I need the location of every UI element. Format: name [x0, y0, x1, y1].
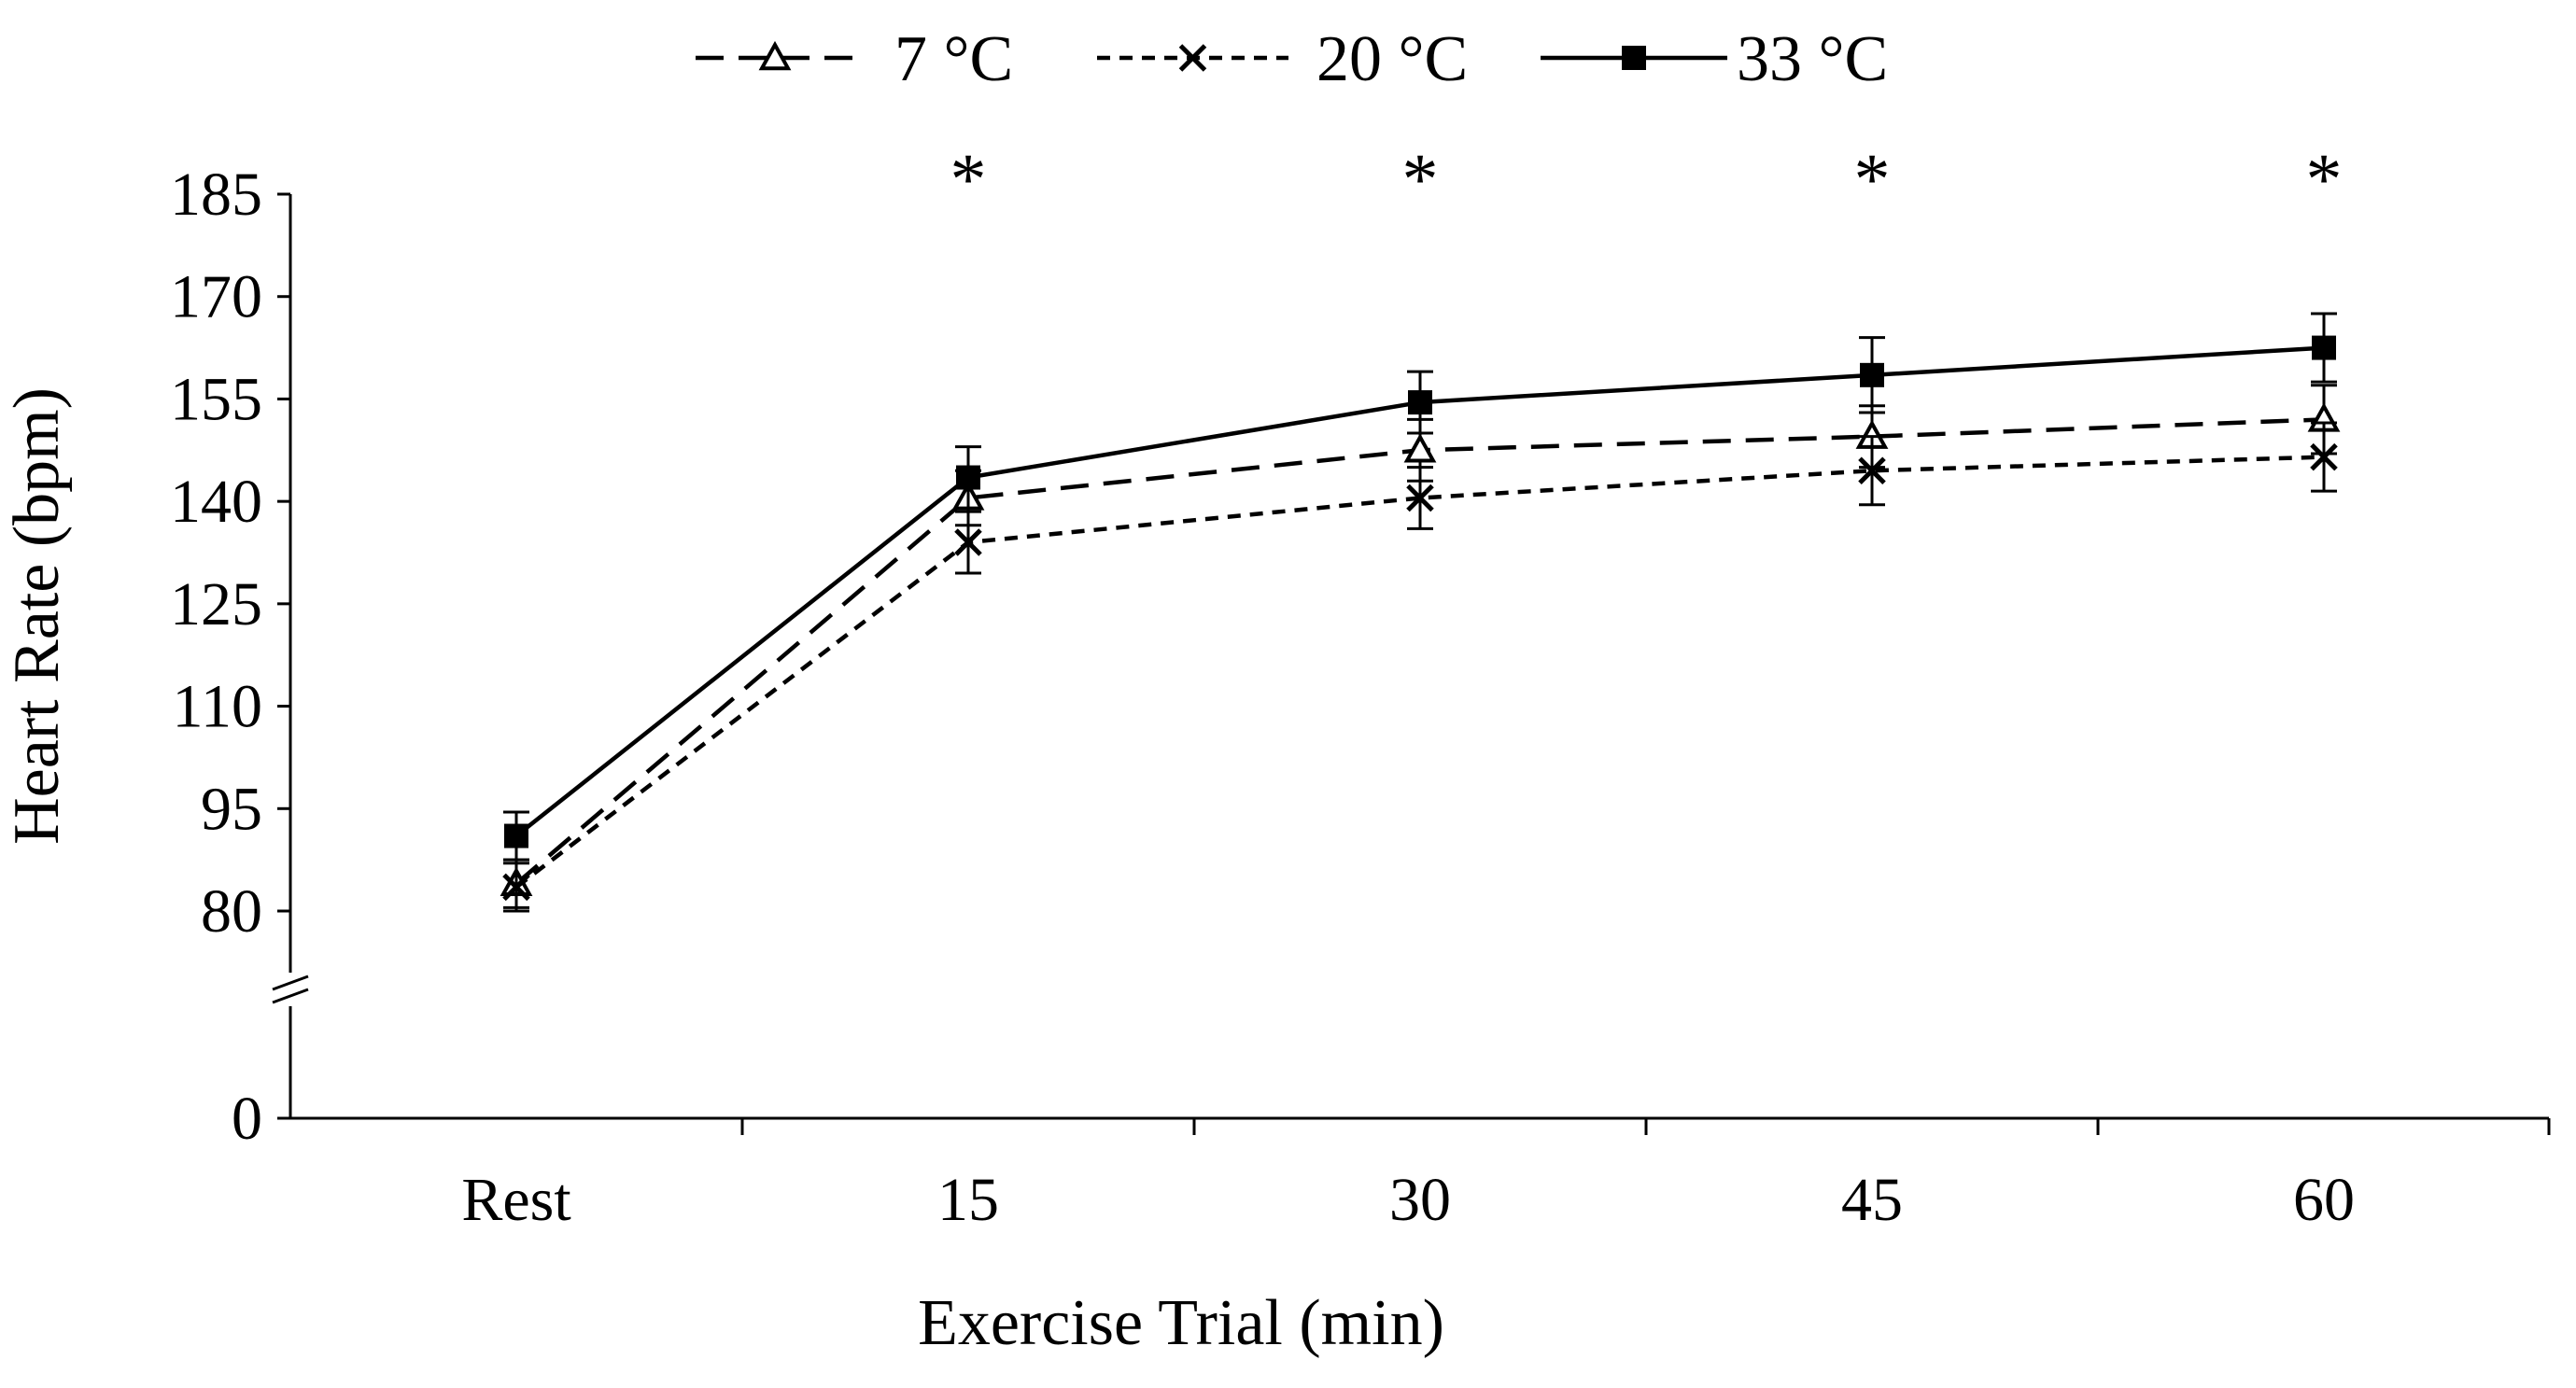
y-tick-label: 155 — [170, 365, 262, 433]
y-tick-label: 0 — [232, 1085, 262, 1153]
marker-x-stroke — [502, 873, 530, 902]
legend-item: 20 °C — [1097, 23, 1468, 95]
marker-x-stroke — [1178, 44, 1207, 72]
x-tick-label: 30 — [1389, 1166, 1451, 1234]
legend-item: 33 °C — [1541, 23, 1888, 95]
x-tick-label: 15 — [937, 1166, 999, 1234]
significance-star: * — [2306, 138, 2343, 219]
series-33CC — [503, 312, 2337, 862]
data-point — [1860, 362, 1884, 387]
legend-label: 33 °C — [1737, 23, 1888, 95]
series-20CC — [502, 421, 2338, 913]
marker-x-stroke — [2310, 442, 2338, 471]
y-tick-label: 125 — [170, 570, 262, 638]
x-ticks: Rest 15 30 45 60 — [461, 1118, 2551, 1234]
y-tick-label: 170 — [170, 263, 262, 331]
chart-axes — [272, 194, 2549, 1120]
y-ticks: 185 170 155 140 125 110 95 80 0 — [170, 161, 290, 1153]
data-point — [504, 823, 528, 848]
data-point — [1403, 433, 1437, 463]
y-tick-label: 80 — [201, 877, 262, 946]
x-axis-title: Exercise Trial (min) — [918, 1287, 1444, 1359]
y-tick-label: 140 — [170, 468, 262, 536]
significance-markers: * * * * — [950, 138, 2343, 219]
marker-x-stroke — [954, 528, 982, 556]
data-point — [502, 873, 530, 902]
data-point — [1408, 390, 1432, 415]
y-tick-label: 185 — [170, 161, 262, 229]
data-point — [1858, 456, 1886, 484]
x-tick-label: 45 — [1841, 1166, 1903, 1234]
significance-star: * — [950, 138, 987, 219]
chart-legend: 7 °C 20 °C 33 °C — [696, 23, 1888, 95]
marker-x-stroke — [1406, 484, 1434, 512]
data-point — [954, 528, 982, 556]
legend-label: 20 °C — [1316, 23, 1468, 95]
legend-marker — [758, 40, 792, 71]
series-layer — [500, 312, 2341, 913]
legend-label: 7 °C — [894, 23, 1013, 95]
data-point — [1406, 484, 1434, 512]
x-tick-label: Rest — [461, 1166, 570, 1234]
legend-item: 7 °C — [696, 23, 1013, 95]
x-tick-label: 60 — [2293, 1166, 2355, 1234]
data-point — [956, 465, 980, 490]
axis-break-mark — [272, 974, 309, 1004]
series-line — [514, 455, 2325, 890]
significance-star: * — [1854, 138, 1891, 219]
y-axis-title: Heart Rate (bpm) — [1, 387, 73, 845]
legend-marker — [1178, 44, 1207, 72]
data-point — [2312, 335, 2336, 360]
marker-x-stroke — [1858, 456, 1886, 484]
y-tick-label: 110 — [172, 673, 262, 741]
legend-marker — [1622, 46, 1646, 70]
y-tick-label: 95 — [201, 775, 262, 843]
data-point — [2310, 442, 2338, 471]
significance-star: * — [1402, 138, 1439, 219]
